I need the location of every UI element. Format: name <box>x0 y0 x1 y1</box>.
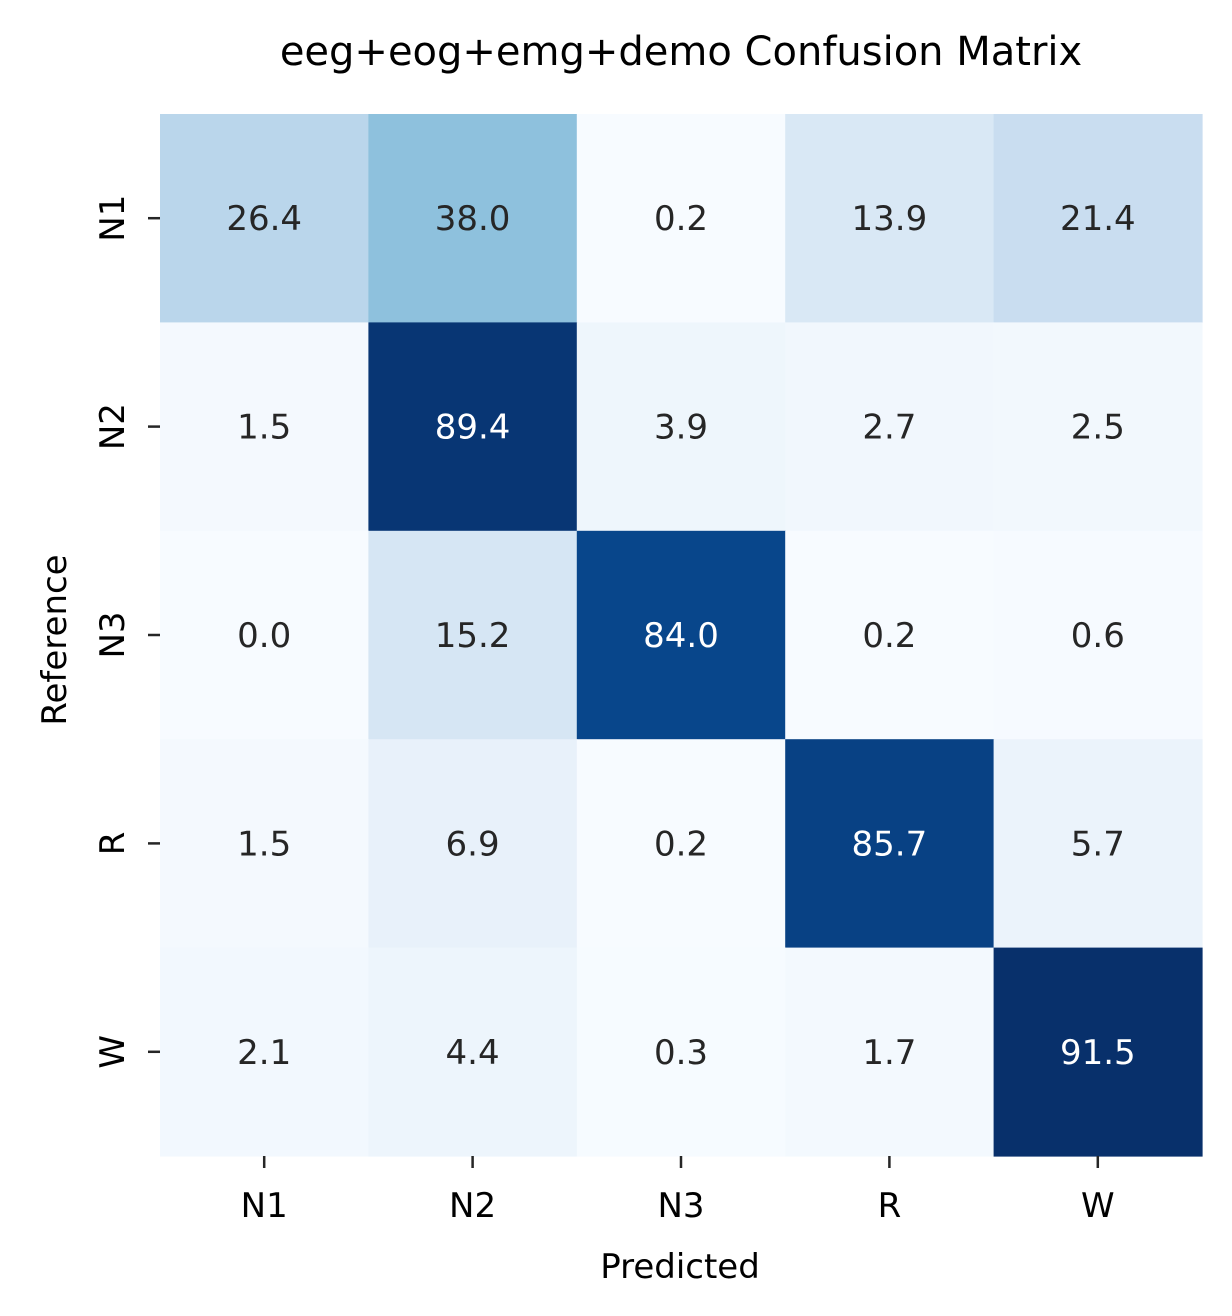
heatmap-cell-r-n1 <box>160 739 369 949</box>
heatmap-cell-w-n2 <box>368 947 578 1157</box>
cell-value-w-n3: 0.3 <box>654 1033 708 1073</box>
y-tick-label-r: R <box>93 832 133 856</box>
heatmap-cell-r-w <box>993 739 1203 949</box>
y-tick-label-n1: N1 <box>93 195 133 242</box>
cell-value-n1-w: 21.4 <box>1060 199 1136 239</box>
heatmap-cell-r-n2 <box>368 739 578 949</box>
heatmap-cell-r-r <box>785 739 995 949</box>
heatmap-cell-n3-n2 <box>368 530 578 740</box>
heatmap-cell-n3-n3 <box>576 530 786 740</box>
heatmap-cell-w-r <box>785 947 995 1157</box>
x-tick-label-n3: N3 <box>657 1186 704 1226</box>
cell-value-n1-n2: 38.0 <box>435 199 511 239</box>
cell-value-r-w: 5.7 <box>1071 824 1125 864</box>
heatmap-cell-n2-n3 <box>576 322 786 532</box>
cell-value-n2-r: 2.7 <box>862 408 916 448</box>
cell-value-r-r: 85.7 <box>852 824 928 864</box>
y-axis-label: Reference <box>35 554 75 725</box>
heatmap-cell-n3-r <box>785 530 995 740</box>
heatmap-cell-n2-r <box>785 322 995 532</box>
heatmap-cell-n3-n1 <box>160 530 369 740</box>
cell-value-n1-n1: 26.4 <box>226 199 302 239</box>
x-tick-label-n2: N2 <box>449 1186 496 1226</box>
heatmap-cell-w-n3 <box>576 947 786 1157</box>
y-tick-label-w: W <box>93 1035 133 1069</box>
heatmap-cell-w-n1 <box>160 947 369 1157</box>
cell-value-n3-r: 0.2 <box>862 616 916 656</box>
cell-value-n2-n2: 89.4 <box>435 408 511 448</box>
x-tick-label-w: W <box>1081 1186 1115 1226</box>
cell-value-n2-w: 2.5 <box>1071 408 1125 448</box>
y-tick-label-n2: N2 <box>93 403 133 450</box>
heatmap-cell-w-w <box>993 947 1203 1157</box>
cell-value-w-n2: 4.4 <box>446 1033 500 1073</box>
cell-value-n1-n3: 0.2 <box>654 199 708 239</box>
cell-value-w-n1: 2.1 <box>237 1033 291 1073</box>
cell-value-w-r: 1.7 <box>862 1033 916 1073</box>
heatmap-cell-n1-w <box>993 114 1203 323</box>
x-tick-label-n1: N1 <box>241 1186 288 1226</box>
cell-value-n3-n3: 84.0 <box>643 616 719 656</box>
cell-value-n3-n1: 0.0 <box>237 616 291 656</box>
cell-value-r-n2: 6.9 <box>446 824 500 864</box>
heatmap-cell-r-n3 <box>576 739 786 949</box>
chart-title: eeg+eog+emg+demo Confusion Matrix <box>280 29 1082 75</box>
cell-value-n1-r: 13.9 <box>852 199 928 239</box>
heatmap-cell-n2-w <box>993 322 1203 532</box>
x-tick-label-r: R <box>878 1186 902 1226</box>
cell-value-n2-n3: 3.9 <box>654 408 708 448</box>
x-axis-label: Predicted <box>600 1247 760 1287</box>
heatmap-cells: 26.4 38.0 0.2 13.9 21.4 1.5 89.4 3.9 2.7 2.5 0.0 15… <box>160 114 1203 1157</box>
x-axis-ticks: N1 N2 N3 R W <box>241 1156 1115 1226</box>
cell-value-n2-n1: 1.5 <box>237 408 291 448</box>
cell-value-r-n1: 1.5 <box>237 824 291 864</box>
heatmap-cell-n3-w <box>993 530 1203 740</box>
heatmap-cell-n2-n2 <box>368 322 578 532</box>
heatmap-cell-n1-n2 <box>368 114 578 323</box>
heatmap-cell-n1-n3 <box>576 114 786 323</box>
cell-value-n3-n2: 15.2 <box>435 616 511 656</box>
cell-value-r-n3: 0.2 <box>654 824 708 864</box>
cell-value-n3-w: 0.6 <box>1071 616 1125 656</box>
y-tick-label-n3: N3 <box>93 611 133 658</box>
heatmap-cell-n1-n1 <box>160 114 369 323</box>
y-axis-ticks: N1 N2 N3 R W <box>93 195 160 1069</box>
cell-value-w-w: 91.5 <box>1060 1033 1136 1073</box>
heatmap-cell-n2-n1 <box>160 322 369 532</box>
heatmap-cell-n1-r <box>785 114 995 323</box>
